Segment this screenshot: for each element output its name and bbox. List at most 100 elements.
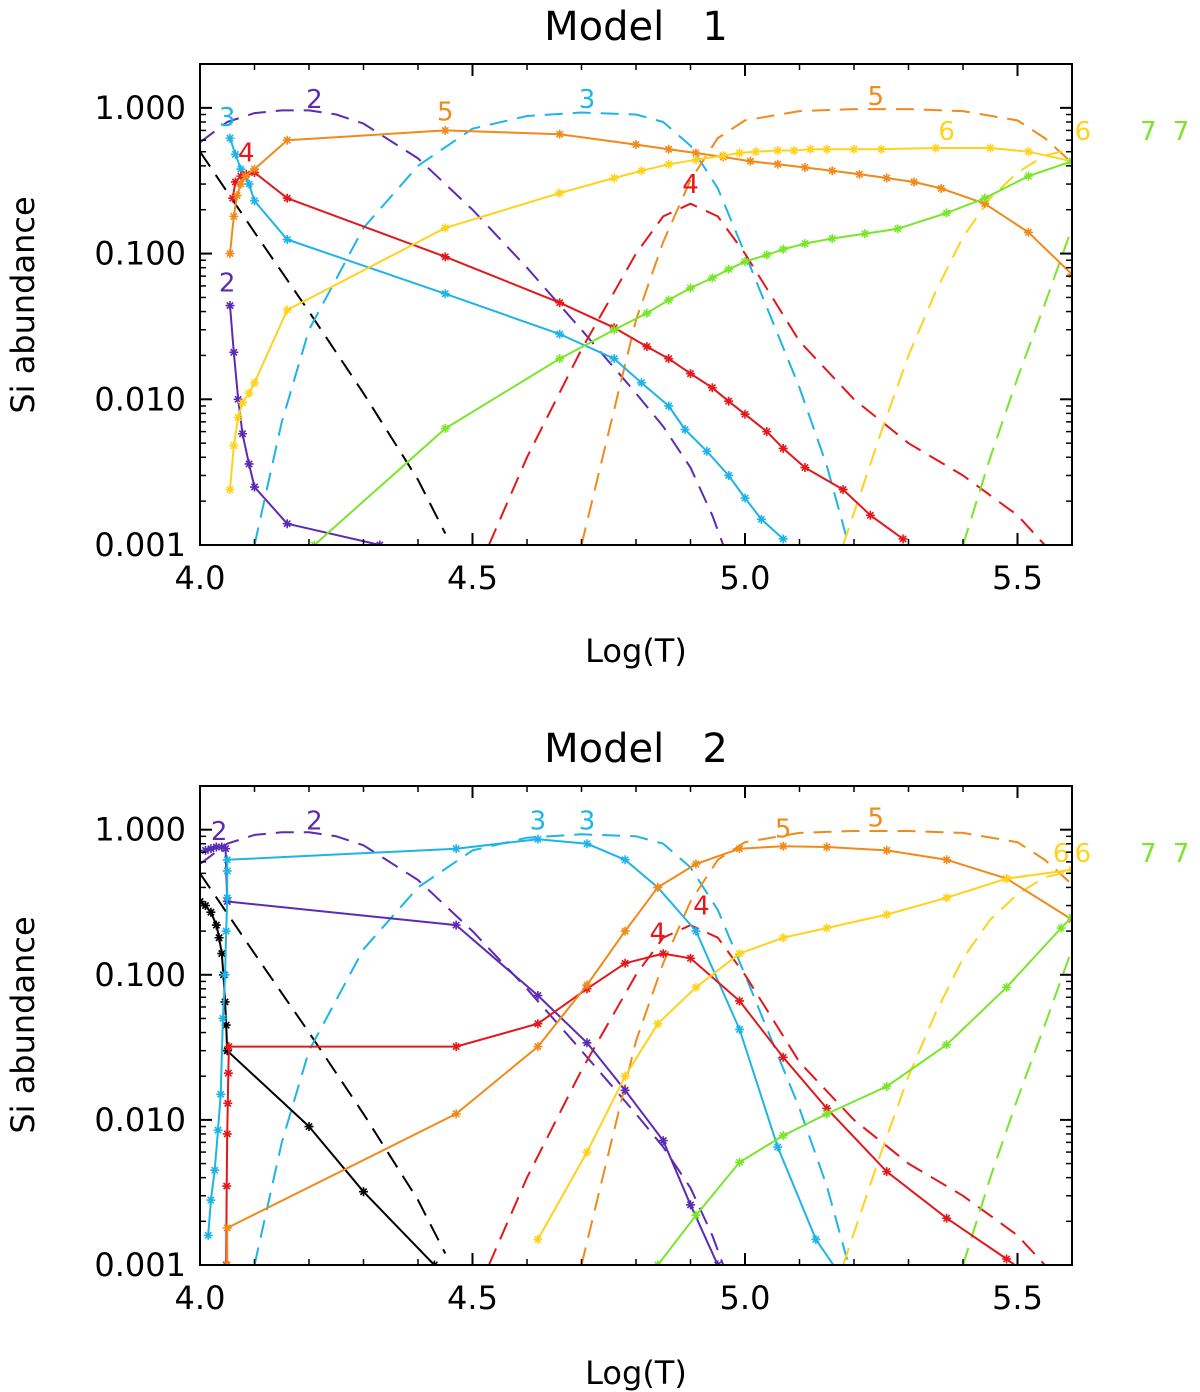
data-point-ion3: [756, 514, 766, 524]
ion-label-4: 4: [693, 892, 710, 922]
x-tick-label: 4.5: [447, 1279, 498, 1317]
data-point-ion2: [238, 429, 248, 439]
x-tick-label: 5.5: [992, 559, 1043, 597]
data-point-ion5: [800, 162, 810, 172]
data-point-ion2: [211, 842, 221, 852]
x-tick-label: 5.0: [720, 1279, 771, 1317]
series-line-ion7-solid: [657, 916, 1072, 1265]
data-point-ion4: [735, 996, 745, 1006]
data-point-ion5: [745, 156, 755, 166]
ion-label-6: 6: [1075, 839, 1092, 869]
data-point-ion4: [282, 193, 292, 203]
data-point-ion3: [230, 149, 240, 159]
data-point-ion3: [636, 378, 646, 388]
data-point-ion3: [222, 855, 232, 865]
data-point-ion1: [206, 907, 216, 917]
y-tick-label: 0.100: [94, 956, 186, 994]
data-point-ion4: [222, 1181, 232, 1191]
data-point-ion4: [822, 1103, 832, 1113]
data-point-ion7: [707, 273, 717, 283]
data-point-ion6: [849, 144, 859, 154]
data-point-ion4: [838, 485, 848, 495]
plot-frame: [199, 63, 1073, 546]
data-point-ion4: [724, 396, 734, 406]
ion-label-4: 4: [682, 170, 699, 200]
data-point-ion7: [778, 244, 788, 254]
data-point-ion6: [985, 143, 995, 153]
series-line-ion5-solid: [226, 845, 1072, 1265]
data-point-ion6: [440, 223, 450, 233]
data-point-ion3: [236, 164, 246, 174]
x-tick-label: 4.5: [447, 559, 498, 597]
data-point-ion2: [206, 844, 216, 854]
ion-label-2: 2: [219, 268, 236, 298]
data-point-ion6: [582, 1147, 592, 1157]
ion-label-7: 7: [1173, 117, 1190, 147]
data-point-ion4: [224, 1042, 234, 1052]
series-line-ion3-dashed: [253, 833, 850, 1265]
series-line-ion2-dashed: [200, 831, 725, 1265]
series-line-ion5-dashed: [580, 108, 1072, 545]
data-point-ion2: [533, 990, 543, 1000]
data-point-ion3: [533, 834, 543, 844]
data-point-ion5: [229, 211, 239, 221]
data-point-ion4: [686, 953, 695, 963]
data-point-ion3: [555, 329, 565, 339]
data-point-ion3: [582, 839, 592, 849]
data-point-ion3: [222, 893, 232, 903]
data-point-ion7: [740, 257, 750, 267]
data-point-ion7: [827, 233, 837, 243]
data-point-ion7: [822, 1109, 832, 1119]
data-point-ion2: [217, 842, 227, 852]
data-point-ion3: [440, 289, 450, 299]
data-point-ion3: [220, 970, 230, 980]
data-point-ion6: [653, 1019, 663, 1029]
series-line-ion7-dashed: [962, 227, 1072, 545]
series-line-ion4-solid: [231, 171, 904, 540]
data-point-ion7: [860, 229, 870, 239]
series-line-ion6-solid: [229, 147, 1072, 490]
ion-label-3: 3: [219, 103, 236, 133]
tick-layer: [199, 785, 1073, 1266]
data-point-ion4: [658, 949, 668, 959]
y-tick-label: 0.001: [94, 526, 186, 564]
data-point-ion4: [642, 342, 652, 352]
data-point-ion4: [440, 252, 450, 262]
data-point-ion1: [214, 933, 224, 943]
data-point-ion3: [225, 133, 235, 143]
data-point-ion5: [778, 841, 788, 851]
data-point-ion7: [980, 193, 990, 203]
data-point-ion7: [555, 354, 565, 364]
data-point-ion6: [609, 173, 619, 183]
data-point-ion3: [735, 1024, 745, 1034]
data-point-ion4: [223, 1068, 233, 1078]
data-point-ion5: [222, 1223, 232, 1233]
data-point-ion5: [653, 882, 663, 892]
data-point-ion5: [854, 169, 864, 179]
data-point-ion6: [533, 1234, 543, 1244]
data-point-ion5: [980, 199, 990, 209]
series-line-ion7-solid: [313, 160, 1072, 545]
series-layer: [200, 108, 1072, 545]
annotation-layer: 2 3 5 6 7 7 2 3 5 6 44: [211, 804, 1189, 949]
data-point-ion6: [691, 982, 701, 992]
data-point-ion4: [222, 1129, 232, 1139]
ion-label-6: 6: [1075, 117, 1092, 147]
ion-label-2: 2: [211, 817, 228, 847]
x-tick-label: 5.5: [992, 1279, 1043, 1317]
data-point-ion3: [216, 1089, 226, 1099]
data-point-ion2: [620, 1085, 630, 1095]
data-point-ion1: [211, 920, 221, 930]
y-axis-label: Si abundance: [4, 916, 42, 1133]
data-point-ion7: [609, 325, 619, 335]
data-point-ion5: [735, 844, 745, 854]
data-point-ion5: [236, 179, 246, 189]
data-point-ion7: [735, 1157, 745, 1167]
y-tick-label: 1.000: [94, 811, 186, 849]
data-point-ion5: [882, 845, 892, 855]
data-point-ion6: [942, 893, 952, 903]
data-point-ion1: [304, 1122, 314, 1132]
data-point-ion3: [724, 470, 734, 480]
data-point-ion7: [1023, 171, 1033, 181]
data-point-ion3: [740, 493, 750, 503]
